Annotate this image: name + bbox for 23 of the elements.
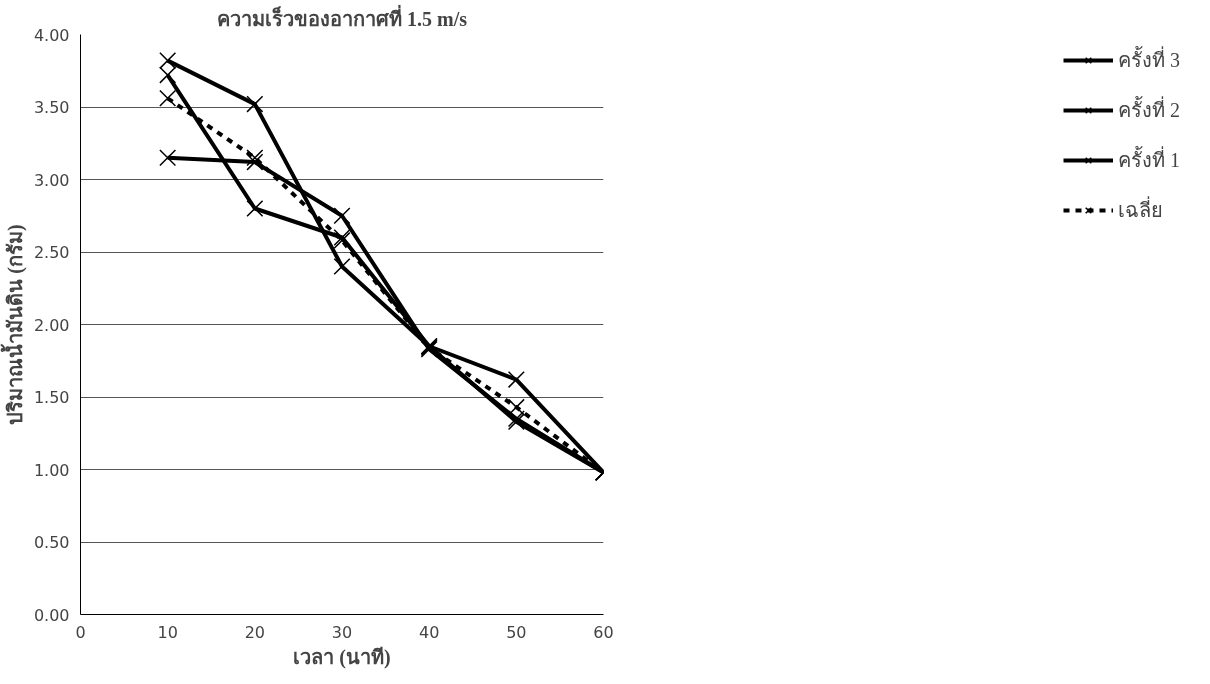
x-axis-title: เวลา (นาที) <box>293 645 391 669</box>
x-tick-label: 60 <box>593 622 614 642</box>
y-tick-label: 2.50 <box>33 243 70 262</box>
x-tick-label: 30 <box>331 622 353 642</box>
legend-label: ครั้งที่ 1 <box>1118 145 1180 173</box>
legend-label: เฉลี่ย <box>1118 195 1163 223</box>
x-tick-label: 50 <box>506 622 527 642</box>
legend-label: ครั้งที่ 2 <box>1118 95 1180 123</box>
chart-title: ความเร็วของอากาศที่ 1.5 m/s <box>217 3 468 30</box>
y-tick-label: 0.50 <box>33 533 70 552</box>
x-tick-label: 40 <box>418 622 440 642</box>
y-tick-label: 4.00 <box>33 25 70 45</box>
y-tick-label: 1.50 <box>33 388 70 407</box>
y-tick-label: 1.00 <box>33 460 70 480</box>
x-tick-label: 10 <box>157 622 178 642</box>
y-tick-label: 3.00 <box>33 170 70 190</box>
y-axis-title: ปริมาณน้ำมันดิน (กรัม) <box>0 224 27 425</box>
x-tick-label: 20 <box>244 622 266 642</box>
y-tick-label: 0.00 <box>33 605 70 625</box>
x-tick-label: 0 <box>75 622 86 642</box>
legend-label: ครั้งที่ 3 <box>1118 45 1180 73</box>
y-tick-label: 2.00 <box>33 315 70 335</box>
y-tick-label: 3.50 <box>33 98 70 117</box>
